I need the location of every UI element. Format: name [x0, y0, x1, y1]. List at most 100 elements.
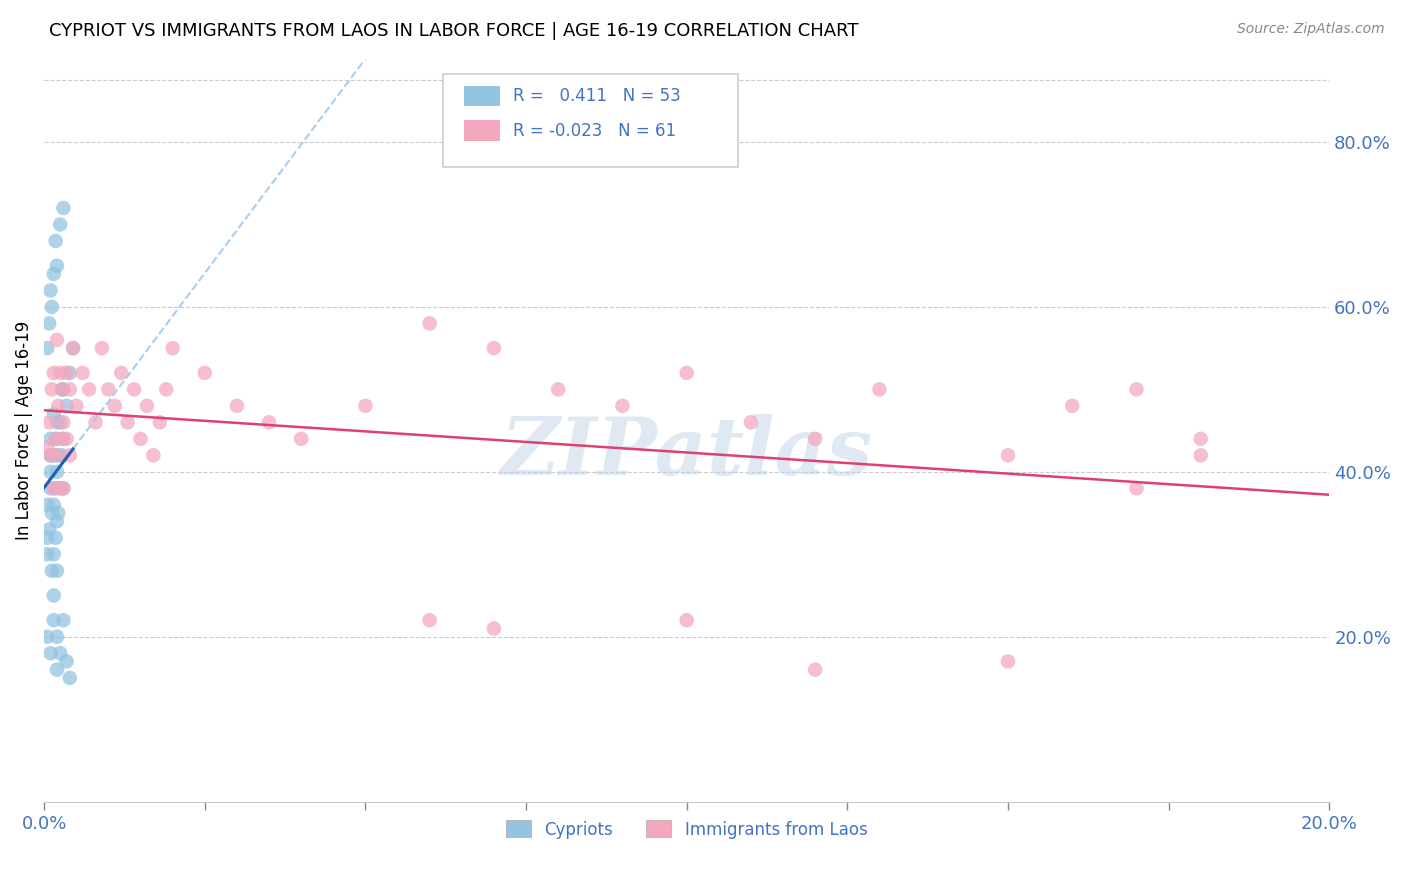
Point [1189, 432, 1212, 446]
Point [46, 399, 69, 413]
Point [1062, 399, 1084, 413]
Legend: Cypriots, Immigrants from Laos: Cypriots, Immigrants from Laos [499, 814, 875, 846]
Point [42, 589, 65, 603]
Point [42, 547, 65, 561]
Point [42, 267, 65, 281]
Point [869, 383, 891, 397]
Point [41, 564, 63, 578]
Point [46, 415, 69, 429]
Point [55, 399, 77, 413]
Point [39, 432, 62, 446]
Point [52, 432, 75, 446]
Point [49, 646, 72, 660]
Point [547, 383, 569, 397]
Point [46, 465, 69, 479]
Point [482, 622, 505, 636]
Point [46, 663, 69, 677]
Point [46, 333, 69, 347]
FancyBboxPatch shape [443, 74, 738, 167]
Point [39, 284, 62, 298]
Point [45, 432, 67, 446]
Bar [464, 86, 501, 106]
Point [41, 506, 63, 520]
Point [45, 432, 67, 446]
Point [45, 481, 67, 495]
Point [419, 317, 441, 331]
Point [42, 407, 65, 421]
Point [41, 383, 63, 397]
Text: R =   0.411   N = 53: R = 0.411 N = 53 [513, 87, 681, 105]
Point [41, 448, 63, 462]
Point [39, 481, 62, 495]
Point [997, 448, 1019, 462]
Point [72, 366, 94, 380]
Point [51, 448, 73, 462]
Point [149, 415, 172, 429]
Point [135, 399, 157, 413]
Point [49, 366, 72, 380]
Point [51, 383, 73, 397]
Point [52, 481, 75, 495]
Point [46, 448, 69, 462]
Point [37, 498, 59, 512]
Point [52, 613, 75, 627]
Point [59, 383, 82, 397]
Point [46, 564, 69, 578]
Point [77, 383, 100, 397]
Point [65, 399, 87, 413]
Point [84, 415, 107, 429]
Point [59, 366, 82, 380]
Point [46, 514, 69, 528]
Point [38, 415, 60, 429]
Point [46, 448, 69, 462]
Point [51, 383, 73, 397]
Point [37, 531, 59, 545]
Point [117, 415, 139, 429]
Point [37, 440, 59, 454]
Point [49, 218, 72, 232]
Point [257, 415, 280, 429]
Point [55, 655, 77, 669]
Point [804, 663, 827, 677]
Point [42, 448, 65, 462]
Point [52, 201, 75, 215]
Text: R = -0.023   N = 61: R = -0.023 N = 61 [513, 122, 676, 140]
Point [38, 317, 60, 331]
Point [612, 399, 634, 413]
Point [225, 399, 247, 413]
Point [997, 655, 1019, 669]
Point [354, 399, 377, 413]
Point [45, 234, 67, 248]
Text: CYPRIOT VS IMMIGRANTS FROM LAOS IN LABOR FORCE | AGE 16-19 CORRELATION CHART: CYPRIOT VS IMMIGRANTS FROM LAOS IN LABOR… [49, 22, 859, 40]
Point [122, 383, 145, 397]
Point [290, 432, 312, 446]
Point [51, 432, 73, 446]
Point [52, 481, 75, 495]
Point [49, 481, 72, 495]
Point [740, 415, 762, 429]
Point [91, 341, 114, 355]
Point [42, 366, 65, 380]
Point [52, 415, 75, 429]
Point [110, 366, 132, 380]
Point [39, 646, 62, 660]
Point [1189, 448, 1212, 462]
Point [46, 259, 69, 273]
Point [55, 432, 77, 446]
Point [142, 448, 165, 462]
Point [46, 506, 69, 520]
Point [155, 383, 177, 397]
Point [482, 341, 505, 355]
Bar [464, 120, 501, 141]
Point [42, 498, 65, 512]
Point [49, 481, 72, 495]
Point [37, 341, 59, 355]
Point [49, 415, 72, 429]
Point [41, 300, 63, 314]
Point [104, 399, 127, 413]
Point [45, 531, 67, 545]
Point [38, 523, 60, 537]
Point [1125, 481, 1147, 495]
Point [59, 448, 82, 462]
Point [804, 432, 827, 446]
